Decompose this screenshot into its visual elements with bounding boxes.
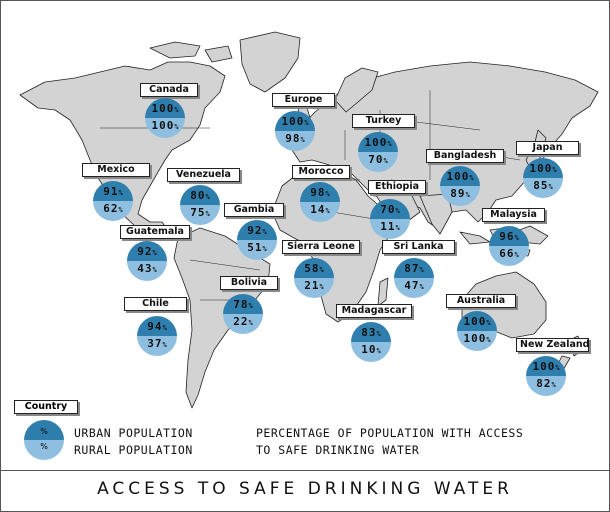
label-gambia: Gambia (224, 203, 284, 217)
stat-gambia: 92% 51% (237, 220, 277, 260)
arctic-islands (149, 41, 233, 63)
label-ethiopia: Ethiopia (368, 180, 426, 194)
label-canada: Canada (140, 83, 198, 97)
legend-description-line2: TO SAFE DRINKING WATER (256, 443, 420, 457)
label-bolivia: Bolivia (220, 276, 278, 290)
stat-mexico: 91% 62% (93, 181, 133, 221)
page-title: ACCESS TO SAFE DRINKING WATER (97, 479, 513, 499)
label-chile: Chile (124, 297, 187, 311)
stat-venezuela: 80% 75% (180, 185, 220, 225)
label-europe: Europe (272, 93, 335, 107)
stat-europe: 100% 98% (275, 111, 315, 151)
label-sri-lanka: Sri Lanka (382, 240, 455, 254)
greenland-landmass (239, 31, 301, 93)
stat-malaysia: 96% 66% (489, 226, 529, 266)
legend-circle: % % (24, 420, 64, 460)
stat-sierra-leone: 58% 21% (294, 258, 334, 298)
label-japan: Japan (516, 141, 579, 155)
madagascar-landmass (377, 277, 389, 307)
label-morocco: Morocco (292, 165, 350, 179)
stat-chile: 94% 37% (137, 316, 177, 356)
stat-ethiopia: 70% 11% (370, 199, 410, 239)
stat-australia: 100% 100% (457, 311, 497, 351)
legend-description-line1: PERCENTAGE OF POPULATION WITH ACCESS (256, 426, 524, 440)
stat-canada: 100% 100% (145, 98, 185, 138)
label-malaysia: Malaysia (482, 208, 545, 222)
stat-morocco: 98% 14% (300, 182, 340, 222)
legend-urban-half: % (24, 420, 64, 440)
label-australia: Australia (446, 294, 516, 308)
stat-japan: 100% 85% (523, 158, 563, 198)
stat-turkey: 100% 70% (358, 132, 398, 172)
label-guatemala: Guatemala (120, 225, 190, 239)
stat-sri-lanka: 87% 47% (394, 258, 434, 298)
legend-rural-label: RURAL POPULATION (74, 443, 193, 457)
stat-madagascar: 83% 10% (351, 322, 391, 362)
label-turkey: Turkey (352, 114, 415, 128)
legend-urban-label: URBAN POPULATION (74, 426, 193, 440)
legend-country-box: Country (14, 400, 78, 414)
label-sierra-leone: Sierra Leone (282, 240, 360, 254)
label-bangladesh: Bangladesh (426, 149, 504, 163)
stat-guatemala: 92% 43% (127, 241, 167, 281)
label-venezuela: Venezuela (167, 168, 240, 182)
label-madagascar: Madagascar (336, 304, 412, 318)
footer-divider (0, 470, 610, 471)
label-new-zealand: New Zealand (516, 338, 589, 352)
stat-bolivia: 78% 22% (223, 294, 263, 334)
stat-bangladesh: 100% 89% (440, 166, 480, 206)
label-mexico: Mexico (82, 163, 150, 177)
scandinavia-landmass (334, 67, 379, 113)
stat-new-zealand: 100% 82% (526, 356, 566, 396)
legend-rural-half: % (24, 440, 64, 460)
